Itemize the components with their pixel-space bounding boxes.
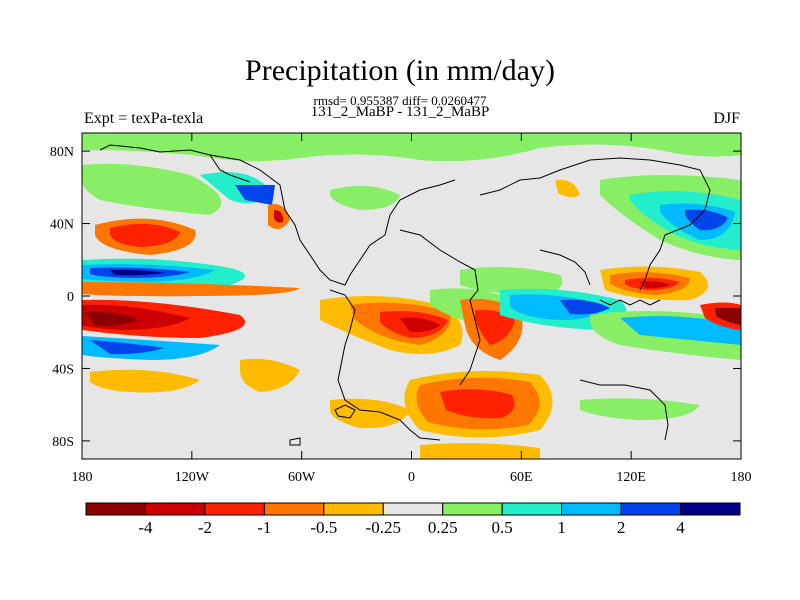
lon-tick-label: 60W	[288, 470, 316, 485]
lat-tick-label: 80N	[50, 145, 74, 160]
precip-field	[82, 133, 741, 459]
colorbar-label: 0.25	[428, 518, 458, 537]
lat-tick-label: 0	[67, 290, 74, 305]
lat-tick-label: 80S	[52, 435, 74, 450]
lon-tick-label: 120E	[616, 470, 646, 485]
colorbar	[85, 502, 741, 516]
colorbar-swatch	[204, 502, 265, 516]
colorbar-labels: -4 -2 -1 -0.5 -0.25 0.25 0.5 1 2 4	[138, 518, 685, 537]
colorbar-label: -0.25	[366, 518, 401, 537]
colorbar-swatch	[382, 502, 444, 516]
colorbar-swatch	[263, 502, 325, 516]
map-title: Precipitation (in mm/day)	[245, 54, 555, 87]
colorbar-label: 1	[557, 518, 566, 537]
colorbar-swatch	[323, 502, 384, 516]
lat-tick-label: 40N	[50, 218, 74, 233]
lat-tick-label: 40S	[52, 362, 74, 377]
lon-tick-label: 60E	[510, 470, 533, 485]
longitude-axis: 180 120W 60W 0 60E 120E 180	[72, 133, 752, 485]
coastlines	[99, 144, 711, 446]
lon-tick-label: 180	[731, 470, 752, 485]
colorbar-label: 2	[617, 518, 626, 537]
colorbar-swatch	[680, 502, 741, 516]
colorbar-swatch	[442, 502, 503, 516]
colorbar-swatch	[501, 502, 563, 516]
colorbar-swatch	[561, 502, 622, 516]
colorbar-label: 0.5	[492, 518, 513, 537]
colorbar-swatch	[85, 502, 146, 516]
stats-line: rmsd= 0.955387 diff= 0.0260477	[313, 93, 487, 108]
colorbar-label: -2	[198, 518, 212, 537]
lon-tick-label: 120W	[175, 470, 210, 485]
colorbar-label: -1	[257, 518, 271, 537]
lon-tick-label: 180	[72, 470, 93, 485]
comparison-label: 131_2_MaBP - 131_2_MaBP	[310, 104, 490, 120]
colorbar-swatch	[620, 502, 682, 516]
latitude-axis: 80N 40N 0 40S 80S	[50, 145, 741, 450]
experiment-label: Expt = texPa-texla	[84, 110, 204, 127]
season-label: DJF	[713, 110, 740, 127]
colorbar-label: -4	[138, 518, 153, 537]
colorbar-swatch	[144, 502, 206, 516]
colorbar-label: -0.5	[310, 518, 337, 537]
lon-tick-label: 0	[408, 470, 415, 485]
colorbar-label: 4	[676, 518, 685, 537]
